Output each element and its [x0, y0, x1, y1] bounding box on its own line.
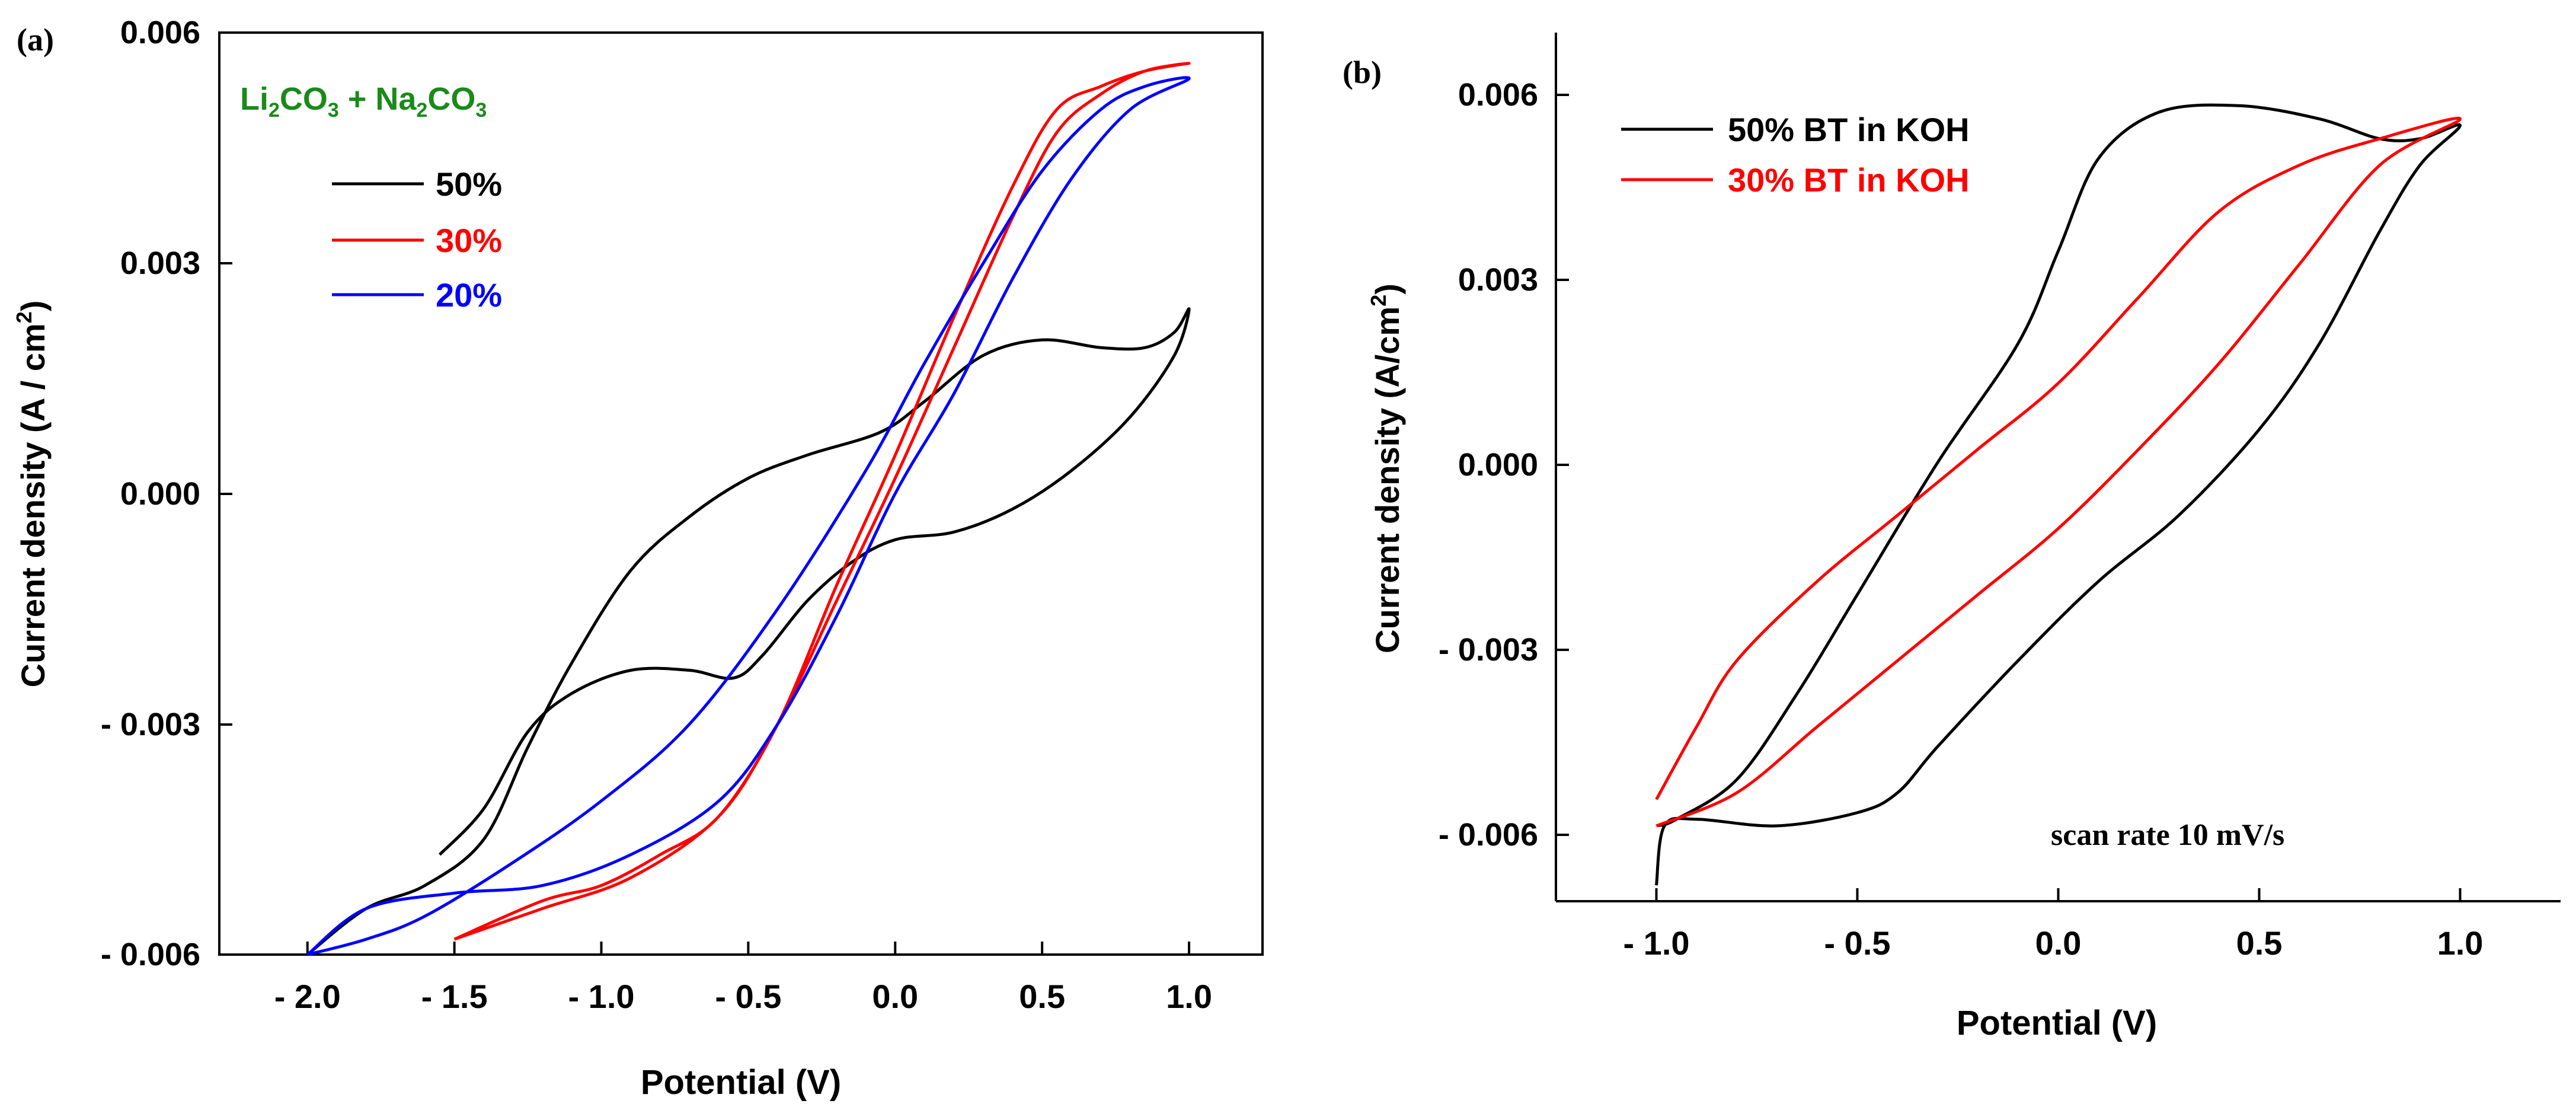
- x-tick-label: 0.5: [2236, 924, 2283, 962]
- y-tick-label: 0.003: [120, 245, 200, 281]
- series-line-50-bt-in-koh: [1655, 103, 2462, 886]
- x-tick-label: - 0.5: [715, 978, 781, 1015]
- x-tick-label: 1.0: [1166, 978, 1212, 1015]
- panel-a-annotation: Li2CO3 + Na2CO3: [240, 81, 487, 122]
- y-tick-label: 0.006: [120, 15, 200, 50]
- legend-label: 50%: [436, 165, 502, 203]
- panel-b-x-axis-title: Potential (V): [1957, 1004, 2157, 1042]
- panel-b: (b) 0.006 0.003 0.000 - 0.003 - 0.006 - …: [1343, 33, 2561, 1042]
- x-tick-label: 0.0: [872, 978, 918, 1015]
- legend-item-30: 30%: [332, 222, 502, 259]
- y-tick-label: 0.000: [120, 476, 200, 512]
- series-line-20-: [306, 76, 1191, 956]
- y-tick-label: 0.003: [1458, 262, 1538, 298]
- panel-b-y-axis-title: Current density (A/cm2): [1366, 283, 1406, 653]
- x-tick-label: 1.0: [2437, 924, 2484, 962]
- y-tick-label: 0.000: [1458, 447, 1538, 483]
- legend-item-50-bt: 50% BT in KOH: [1621, 111, 1970, 148]
- x-tick-label: - 2.0: [274, 978, 341, 1015]
- x-tick-label: - 1.0: [568, 978, 634, 1015]
- panel-b-x-axis: - 1.0 - 0.5 0.0 0.5 1.0: [1623, 888, 2483, 962]
- panel-a-label: (a): [17, 22, 54, 58]
- legend-label: 50% BT in KOH: [1728, 111, 1970, 148]
- panel-a-y-axis: 0.006 0.003 0.000 - 0.003 - 0.006: [101, 15, 232, 972]
- x-tick-label: 0.5: [1019, 978, 1065, 1015]
- y-tick-label: - 0.006: [1439, 817, 1538, 853]
- panel-b-y-axis: 0.006 0.003 0.000 - 0.003 - 0.006: [1439, 77, 1569, 853]
- legend-item-20: 20%: [332, 276, 502, 314]
- panel-b-annotation: scan rate 10 mV/s: [2051, 818, 2284, 852]
- panel-a-frame: [218, 31, 1264, 956]
- electrolyte-label: Li2CO3 + Na2CO3: [240, 81, 487, 122]
- panel-b-legend: 50% BT in KOH 30% BT in KOH: [1621, 111, 1970, 199]
- panel-a-y-axis-title: Current density (A / cm2): [12, 301, 52, 688]
- legend-label: 30% BT in KOH: [1728, 161, 1970, 199]
- panel-a-x-axis: - 2.0 - 1.5 - 1.0 - 0.5 0.0 0.5 1.0: [274, 942, 1212, 1015]
- x-tick-label: - 0.5: [1824, 924, 1890, 962]
- panel-a-plot-area: [306, 62, 1191, 956]
- y-tick-label: - 0.003: [101, 707, 200, 742]
- legend-label: 20%: [436, 276, 502, 314]
- panel-b-label: (b): [1343, 55, 1382, 90]
- panel-a: (a) 0.006 0.003 0.000 - 0.003 - 0.006 - …: [12, 15, 1264, 1102]
- panel-b-plot-area: [1655, 103, 2462, 886]
- legend-label: 30%: [436, 222, 502, 259]
- panel-a-legend: 50% 30% 20%: [332, 165, 502, 314]
- x-tick-label: - 1.5: [421, 978, 488, 1015]
- x-tick-label: 0.0: [2035, 924, 2082, 962]
- legend-item-50: 50%: [332, 165, 502, 203]
- y-tick-label: 0.006: [1458, 77, 1538, 113]
- legend-item-30-bt: 30% BT in KOH: [1621, 161, 1970, 199]
- series-line-30-bt-in-koh: [1655, 116, 2462, 828]
- series-line-50-: [306, 307, 1191, 956]
- series-line-30-: [453, 62, 1191, 941]
- y-tick-label: - 0.006: [101, 937, 200, 972]
- x-tick-label: - 1.0: [1623, 924, 1689, 962]
- panel-a-x-axis-title: Potential (V): [641, 1063, 841, 1102]
- y-tick-label: - 0.003: [1439, 632, 1538, 668]
